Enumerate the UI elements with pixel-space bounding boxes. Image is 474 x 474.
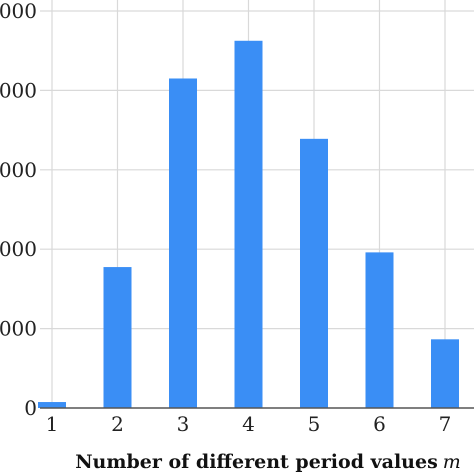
x-tick-label: 1: [46, 412, 59, 436]
bar-4: [234, 40, 263, 409]
x-axis-title-variable: m: [443, 451, 461, 473]
x-tick-label: 3: [177, 412, 190, 436]
bar-5: [300, 138, 328, 409]
x-tick-label: 7: [439, 412, 452, 436]
x-axis-title-text: Number of different period values: [75, 451, 438, 473]
x-tick-label: 2: [111, 412, 124, 436]
bar-7: [431, 339, 459, 408]
x-axis: 1 2 3 4 5 6 7: [40, 407, 474, 436]
y-tick-label: 4000: [0, 237, 37, 261]
y-tick-label: 8000: [0, 78, 37, 102]
bar-3: [169, 78, 197, 409]
x-tick-label: 6: [373, 412, 386, 436]
y-axis-tick-labels: 0 2000 4000 6000 8000 10000: [0, 0, 37, 420]
y-tick-label: 10000: [0, 0, 37, 23]
y-tick-label: 2000: [0, 317, 37, 341]
bar-1: [38, 402, 66, 408]
x-tick-label: 4: [242, 412, 255, 436]
bars: [38, 40, 459, 409]
y-tick-label: 0: [24, 396, 37, 420]
bar-6: [365, 252, 394, 408]
x-tick-label: 5: [308, 412, 321, 436]
y-tick-label: 6000: [0, 158, 37, 182]
x-axis-title: Number of different period values m: [75, 451, 461, 473]
bar-2: [103, 267, 132, 408]
